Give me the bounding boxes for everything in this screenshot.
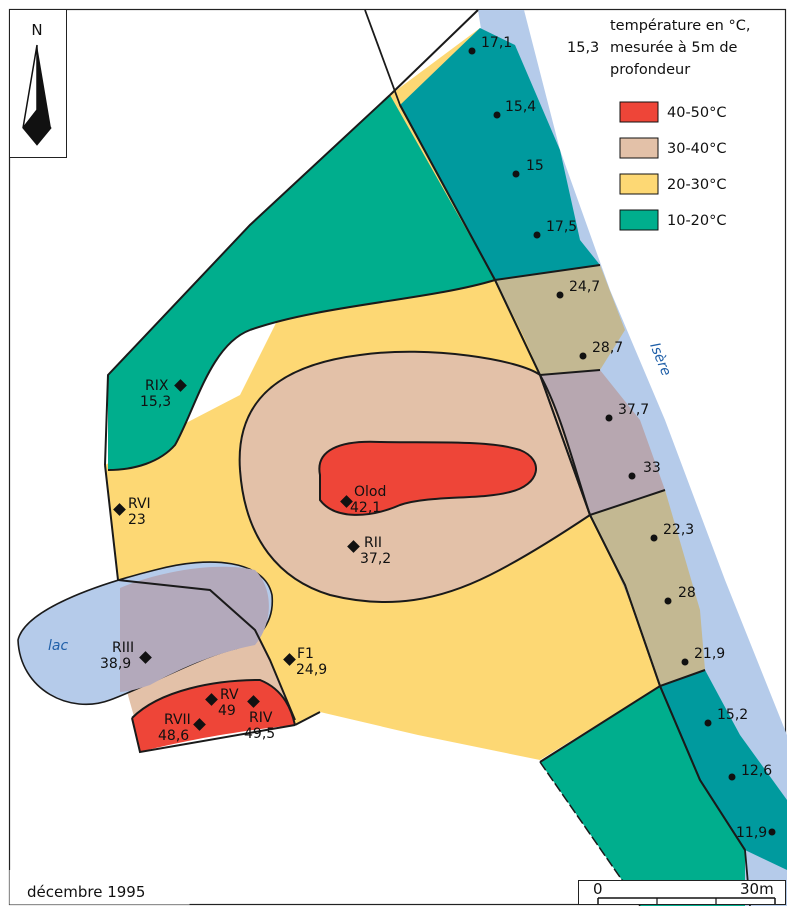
zone-10-20-southeast (540, 686, 745, 906)
river-point-label: 15,2 (717, 707, 748, 723)
date-box (9, 870, 190, 905)
legend-desc-1: température en °C, (610, 18, 750, 34)
river-sample-points: 17,1 15,4 15 17,5 24,7 28,7 37,7 33 22,3… (468, 35, 776, 841)
well-value: 23 (128, 512, 146, 528)
well-value: 49,5 (244, 726, 275, 742)
river-centerline (399, 104, 751, 906)
river-point-label: 28 (678, 585, 696, 601)
river-point-label: 33 (643, 460, 661, 476)
zone-10-20-west (108, 95, 495, 470)
river-point-label: 24,7 (569, 279, 600, 295)
river-point-label: 15,4 (505, 99, 536, 115)
river-point-label: 12,6 (741, 763, 772, 779)
well-value: 42,1 (350, 500, 381, 516)
well-name: RIX (145, 378, 169, 394)
scale-end-label: 30m (740, 880, 774, 898)
river-point-label: 11,9 (736, 825, 767, 841)
well-value: 38,9 (100, 656, 131, 672)
zone-olive-upper (495, 265, 625, 375)
zone-40-50-center (319, 441, 537, 515)
legend-swatch-10-20 (619, 209, 659, 231)
well-value: 37,2 (360, 551, 391, 567)
scale-start-label: 0 (593, 880, 603, 898)
north-arrow: N (9, 9, 67, 158)
scale-bar: 0 30m (578, 880, 786, 905)
zone-olive-lower (590, 490, 705, 686)
river-point-label: 37,7 (618, 402, 649, 418)
legend-swatch-30-40 (619, 137, 659, 159)
river-point-label: 15 (526, 158, 544, 174)
well-name: RII (364, 535, 382, 551)
river-label: Isère (646, 341, 674, 379)
date-label: décembre 1995 (27, 883, 145, 901)
legend-swatch-40-50 (619, 101, 659, 123)
legend-desc-3: profondeur (610, 62, 690, 78)
lake-label: lac (48, 638, 68, 654)
river-left-edge (364, 9, 401, 106)
well-name: RVII (164, 712, 191, 728)
legend-desc-2: mesurée à 5m de (610, 40, 738, 56)
zone-river-south (660, 670, 787, 870)
zone-river-north (400, 28, 600, 280)
legend: 15,3 température en °C, mesurée à 5m de … (567, 18, 750, 231)
map-frame (8, 8, 787, 906)
lake-overlap (120, 566, 269, 692)
legend-sample-value: 15,3 (567, 40, 599, 56)
well-name: RVI (128, 496, 151, 512)
well-name: RV (220, 687, 239, 703)
well-name: F1 (297, 646, 314, 662)
well-name: Olod (354, 484, 386, 500)
river-point-label: 28,7 (592, 340, 623, 356)
river-point-label: 21,9 (694, 646, 725, 662)
well-value: 49 (218, 703, 236, 719)
well-value: 24,9 (296, 662, 327, 678)
legend-swatch-20-30 (619, 173, 659, 195)
north-label: N (31, 21, 42, 39)
river-point-label: 22,3 (663, 522, 694, 538)
well-name: RIII (112, 640, 134, 656)
river-point-label: 17,5 (546, 219, 577, 235)
legend-label-30-40: 30-40°C (667, 141, 727, 157)
river-point-label: 17,1 (481, 35, 512, 51)
well-value: 15,3 (140, 394, 171, 410)
legend-label-40-50: 40-50°C (667, 105, 727, 121)
well-value: 48,6 (158, 728, 189, 744)
well-name: RIV (249, 710, 273, 726)
legend-label-10-20: 10-20°C (667, 213, 727, 229)
legend-label-20-30: 20-30°C (667, 177, 727, 193)
